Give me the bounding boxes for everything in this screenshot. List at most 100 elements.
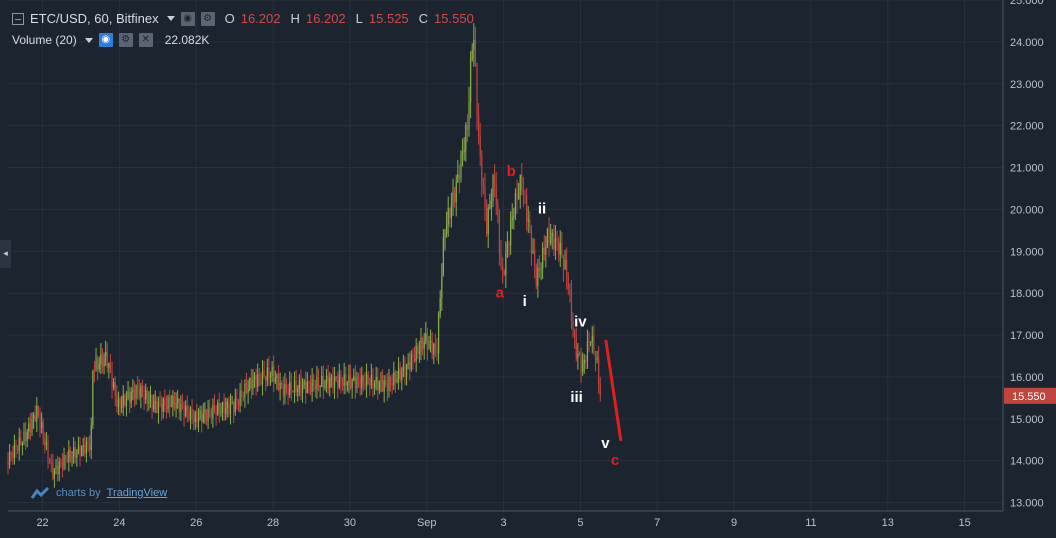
- candle-body: [317, 376, 320, 387]
- candle-body: [61, 462, 64, 469]
- tradingview-watermark[interactable]: charts by TradingView: [30, 487, 167, 499]
- candle-body: [538, 268, 541, 271]
- wave-label[interactable]: iv: [574, 314, 587, 331]
- candle-body: [530, 227, 533, 253]
- candle-body: [357, 377, 360, 379]
- wave-label[interactable]: v: [601, 435, 610, 452]
- candle-body: [25, 431, 27, 442]
- candle-layer: [7, 23, 601, 488]
- symbol-title[interactable]: ETC/USD, 60, Bitfinex: [30, 11, 159, 26]
- watermark-brand-link[interactable]: TradingView: [106, 487, 168, 499]
- close-x-icon[interactable]: ✕: [138, 33, 153, 47]
- volume-label[interactable]: Volume (20): [12, 33, 77, 47]
- candle-body: [282, 384, 284, 397]
- candle-body: [199, 410, 201, 419]
- candle-body: [20, 437, 22, 446]
- candle-body: [522, 190, 525, 195]
- candle-body: [313, 378, 315, 385]
- candle-body: [516, 193, 518, 200]
- candle-body: [236, 398, 238, 401]
- wave-label[interactable]: iii: [570, 389, 583, 406]
- axis-layer: 13.000 14.000 15.000 16.000 17.000 18.000 19.0…: [8, 0, 1056, 529]
- collapse-square-icon[interactable]: [12, 12, 24, 25]
- candle-body: [457, 174, 459, 183]
- candle-body: [146, 390, 148, 404]
- candle-body: [26, 431, 28, 442]
- settings-gear-icon[interactable]: ⚙: [118, 33, 133, 47]
- side-panel-toggle-icon[interactable]: ◂: [0, 240, 11, 268]
- candle-body: [103, 356, 105, 367]
- candle-body: [106, 351, 108, 368]
- candle-body: [417, 345, 419, 354]
- wave-label[interactable]: c: [611, 452, 619, 469]
- candle-body: [553, 232, 555, 250]
- candle-body: [447, 208, 449, 225]
- eye-icon[interactable]: ◉: [180, 11, 195, 26]
- candle-body: [119, 398, 121, 408]
- candle-body: [165, 405, 168, 410]
- wave-label[interactable]: a: [496, 284, 505, 301]
- candle-body: [365, 374, 368, 387]
- candle-body: [154, 400, 156, 403]
- candle-body: [215, 410, 217, 416]
- candle-body: [93, 370, 96, 372]
- candle-body: [66, 459, 68, 462]
- candle-body: [178, 398, 180, 413]
- candle-body: [143, 396, 145, 400]
- candle-body: [404, 365, 406, 377]
- candle-body: [273, 366, 275, 382]
- settings-gear-icon[interactable]: ⚙: [200, 11, 215, 26]
- x-tick-label: 13: [882, 517, 894, 529]
- candle-body: [90, 425, 92, 451]
- ohlc-high-key: H: [290, 11, 300, 26]
- candle-body: [511, 217, 513, 221]
- candle-body: [188, 411, 190, 420]
- candle-body: [50, 462, 52, 464]
- candle-body: [308, 381, 310, 384]
- candle-body: [172, 395, 174, 406]
- candle-body: [452, 192, 454, 204]
- candle-body: [284, 384, 286, 397]
- chevron-down-icon[interactable]: [84, 37, 93, 43]
- candle-body: [23, 431, 25, 443]
- candle-body: [577, 353, 579, 359]
- eye-icon[interactable]: ◉: [98, 33, 113, 47]
- wave-label[interactable]: b: [507, 163, 516, 180]
- candle-body: [425, 333, 427, 342]
- candle-body: [588, 340, 590, 342]
- candle-body: [510, 220, 512, 246]
- candle-body: [100, 354, 102, 364]
- candle-body: [322, 375, 324, 388]
- candle-body: [261, 370, 264, 385]
- wave-label[interactable]: ii: [538, 201, 546, 218]
- candle-body: [290, 381, 292, 391]
- candle-body: [479, 136, 481, 155]
- candle-body: [212, 405, 214, 419]
- candle-body: [362, 375, 364, 382]
- candle-body: [521, 174, 523, 191]
- candle-body: [137, 385, 139, 390]
- y-tick-label: 16.000: [1010, 372, 1044, 384]
- candle-body: [545, 246, 547, 255]
- ohlc-low-key: L: [355, 11, 363, 26]
- y-tick-label: 21.000: [1010, 163, 1044, 175]
- candle-body: [594, 354, 597, 360]
- y-tick-label: 19.000: [1010, 246, 1044, 258]
- candle-body: [542, 247, 544, 269]
- candle-body: [578, 353, 581, 356]
- candle-body: [159, 401, 161, 404]
- candle-body: [249, 378, 251, 389]
- candle-body: [471, 49, 473, 60]
- x-tick-label: 28: [267, 517, 279, 529]
- candle-body: [460, 152, 462, 179]
- wave-label[interactable]: i: [523, 293, 527, 310]
- candle-body: [388, 376, 390, 392]
- candle-body: [244, 383, 246, 398]
- candle-body: [413, 358, 416, 362]
- candle-body: [125, 398, 128, 406]
- chevron-down-icon[interactable]: [166, 16, 175, 21]
- candle-body: [389, 376, 392, 384]
- candle-body: [255, 375, 257, 387]
- candle-body: [245, 383, 248, 394]
